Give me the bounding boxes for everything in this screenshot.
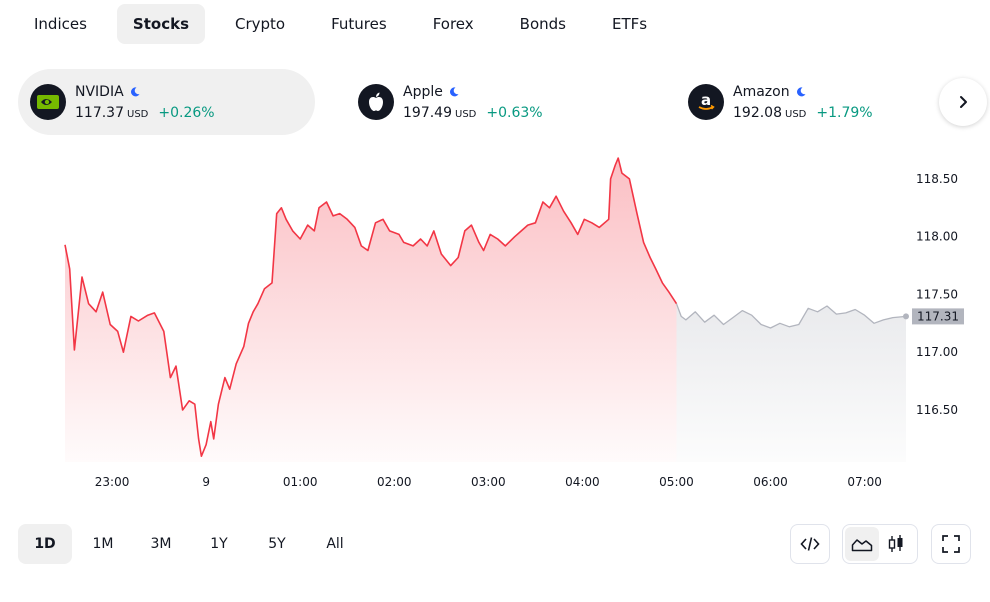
chevron-right-icon bbox=[960, 96, 967, 108]
tab-futures[interactable]: Futures bbox=[331, 15, 387, 33]
symbol-name: Amazon bbox=[733, 83, 790, 100]
tab-bonds[interactable]: Bonds bbox=[519, 15, 566, 33]
y-tick-label: 117.50 bbox=[916, 287, 958, 301]
symbol-price: 192.08 bbox=[733, 104, 782, 121]
apple-logo-icon bbox=[358, 84, 394, 120]
fullscreen-icon bbox=[942, 535, 960, 553]
range-all-button[interactable]: All bbox=[326, 536, 344, 552]
x-tick-label: 23:00 bbox=[95, 475, 130, 489]
amazon-logo-icon: a bbox=[688, 84, 724, 120]
symbol-change: +0.26% bbox=[158, 104, 215, 121]
range-1y-button[interactable]: 1Y bbox=[210, 536, 228, 552]
price-chart[interactable]: 118.50 118.00 117.50 117.00 116.50 23:00 9 01:… bbox=[0, 150, 990, 505]
embed-code-icon bbox=[800, 537, 820, 551]
fullscreen-button[interactable] bbox=[931, 524, 971, 564]
tab-stocks[interactable]: Stocks bbox=[116, 4, 205, 44]
market-tabs: Indices Stocks Crypto Futures Forex Bond… bbox=[18, 4, 677, 44]
range-1m-button[interactable]: 1M bbox=[92, 536, 114, 552]
tab-etfs[interactable]: ETFs bbox=[611, 15, 648, 33]
symbol-name: NVIDIA bbox=[75, 83, 124, 100]
x-tick-label: 06:00 bbox=[753, 475, 788, 489]
moon-icon bbox=[449, 86, 459, 96]
area-chart-icon bbox=[851, 539, 873, 552]
range-selector: 1D 1M 3M 1Y 5Y All bbox=[18, 524, 366, 564]
svg-text:a: a bbox=[701, 91, 711, 109]
series-area-regular bbox=[65, 158, 677, 462]
x-tick-label: 04:00 bbox=[565, 475, 600, 489]
symbol-currency: USD bbox=[455, 108, 477, 120]
x-tick-label: 03:00 bbox=[471, 475, 506, 489]
x-tick-label: 9 bbox=[202, 475, 210, 489]
y-tick-label: 117.00 bbox=[916, 345, 958, 359]
embed-button[interactable] bbox=[790, 524, 830, 564]
area-chart-button[interactable] bbox=[845, 527, 879, 561]
symbol-card-apple[interactable]: Apple 197.49 USD +0.63% bbox=[358, 69, 608, 135]
candlestick-chart-button[interactable] bbox=[879, 527, 913, 561]
y-tick-label: 118.00 bbox=[916, 230, 958, 244]
x-tick-label: 07:00 bbox=[847, 475, 882, 489]
series-line-regular bbox=[64, 157, 678, 457]
moon-icon bbox=[796, 86, 806, 96]
series-area-after-hours bbox=[676, 303, 906, 462]
range-3m-button[interactable]: 3M bbox=[150, 536, 172, 552]
y-tick-label: 116.50 bbox=[916, 403, 958, 417]
symbol-change: +1.79% bbox=[816, 104, 873, 121]
chart-style-toggle bbox=[842, 524, 918, 564]
symbol-card-amazon[interactable]: a Amazon 192.08 USD +1.79% bbox=[688, 69, 938, 135]
nvidia-logo-icon bbox=[30, 84, 66, 120]
range-1d-button[interactable]: 1D bbox=[18, 524, 72, 564]
x-tick-label: 01:00 bbox=[283, 475, 318, 489]
moon-icon bbox=[130, 86, 140, 96]
symbol-card-nvidia[interactable]: NVIDIA 117.37 USD +0.26% bbox=[18, 69, 315, 135]
symbol-price: 197.49 bbox=[403, 104, 452, 121]
current-price-label: 117.31 bbox=[917, 309, 959, 323]
candlestick-icon bbox=[888, 535, 903, 552]
symbol-price: 117.37 bbox=[75, 104, 124, 121]
tab-crypto[interactable]: Crypto bbox=[235, 15, 286, 33]
symbol-change: +0.63% bbox=[486, 104, 543, 121]
x-tick-label: 02:00 bbox=[377, 475, 412, 489]
symbol-name: Apple bbox=[403, 83, 443, 100]
last-price-dot bbox=[903, 313, 909, 320]
symbol-cards: NVIDIA 117.37 USD +0.26% Apple 197.49 USD +0… bbox=[18, 69, 990, 135]
tab-forex[interactable]: Forex bbox=[432, 15, 474, 33]
current-price-tag bbox=[912, 308, 964, 325]
y-tick-label: 118.50 bbox=[916, 172, 958, 186]
symbol-currency: USD bbox=[127, 108, 149, 120]
tab-indices[interactable]: Indices bbox=[34, 15, 87, 33]
series-line-after-hours bbox=[675, 303, 907, 329]
symbol-currency: USD bbox=[785, 108, 807, 120]
range-5y-button[interactable]: 5Y bbox=[268, 536, 286, 552]
next-symbols-button[interactable] bbox=[939, 78, 987, 126]
x-tick-label: 05:00 bbox=[659, 475, 694, 489]
